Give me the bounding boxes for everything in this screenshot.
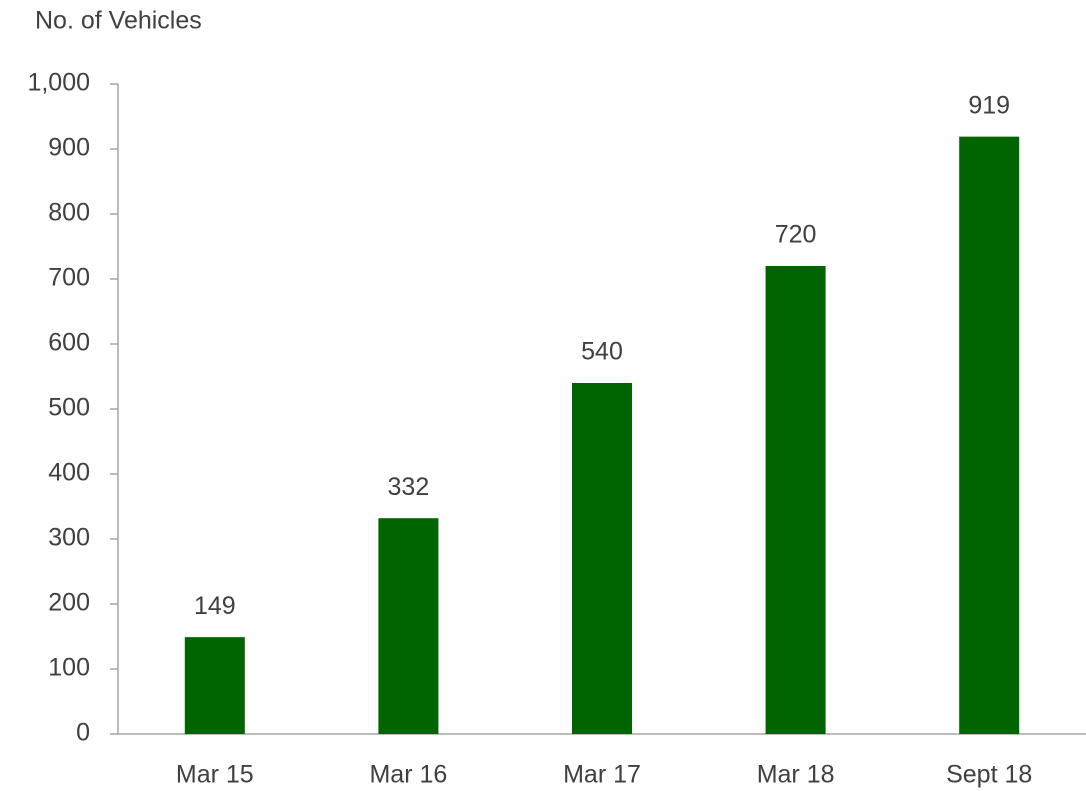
bar [959,136,1020,734]
y-tick-label: 600 [48,329,90,357]
bar [572,383,632,734]
x-tick-label: Sept 18 [946,761,1032,789]
y-tick-label: 200 [48,589,90,617]
y-tick-label: 700 [48,264,90,292]
y-tick-label: 500 [48,394,90,422]
bar [184,637,245,734]
x-tick-label: Mar 17 [563,761,641,789]
x-tick-label: Mar 15 [176,761,254,789]
bar [378,518,439,734]
y-axis-title: No. of Vehicles [35,7,202,35]
x-tick-label: Mar 18 [757,761,835,789]
y-tick-label: 800 [48,199,90,227]
data-label: 919 [968,91,1010,119]
x-tick-label: Mar 16 [369,761,447,789]
y-tick-label: 400 [48,459,90,487]
data-label: 332 [388,473,430,501]
y-tick-label: 0 [76,719,90,747]
y-tick-label: 300 [48,524,90,552]
y-tick-label: 100 [48,654,90,682]
data-label: 540 [581,338,623,366]
y-tick-label: 900 [48,134,90,162]
data-label: 149 [194,592,236,620]
data-label: 720 [775,221,817,249]
y-tick-label: 1,000 [27,69,90,97]
bar [765,266,826,734]
